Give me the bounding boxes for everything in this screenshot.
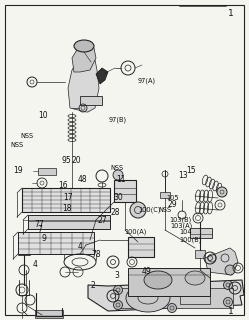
Bar [180, 290, 210, 304]
Text: 19: 19 [14, 166, 23, 175]
Polygon shape [72, 42, 96, 72]
Bar [115, 288, 233, 308]
Polygon shape [68, 60, 99, 112]
Bar [35, 310, 63, 318]
Text: 4: 4 [32, 260, 37, 269]
Text: 100(A): 100(A) [124, 228, 147, 235]
Text: 18: 18 [62, 204, 71, 212]
Bar [38, 168, 56, 175]
Text: 49: 49 [142, 267, 152, 276]
Text: 17: 17 [63, 193, 73, 202]
Text: 97(A): 97(A) [138, 77, 156, 84]
Text: 95: 95 [61, 156, 71, 164]
Bar [22, 188, 110, 212]
Text: 15: 15 [186, 166, 196, 175]
Circle shape [114, 300, 123, 309]
Text: 105: 105 [166, 195, 179, 201]
Text: 27: 27 [97, 216, 107, 225]
Text: 103(B): 103(B) [169, 217, 191, 223]
Text: 1: 1 [228, 307, 234, 316]
Ellipse shape [185, 271, 205, 285]
Polygon shape [96, 68, 108, 84]
Polygon shape [205, 248, 238, 275]
Text: 48: 48 [78, 175, 87, 184]
Text: 30: 30 [113, 193, 123, 202]
Bar [128, 237, 154, 257]
Circle shape [114, 285, 123, 294]
Text: 29: 29 [167, 200, 177, 209]
Circle shape [217, 187, 227, 197]
Text: 100(C): 100(C) [138, 206, 161, 213]
Text: NSS: NSS [159, 207, 172, 212]
Text: 7: 7 [37, 225, 42, 234]
Circle shape [225, 265, 235, 275]
Text: 4: 4 [77, 242, 82, 251]
Text: 9: 9 [41, 234, 46, 243]
Text: NSS: NSS [110, 165, 123, 171]
Ellipse shape [126, 284, 170, 312]
Text: 1: 1 [228, 9, 234, 18]
Text: 28: 28 [111, 208, 120, 217]
Bar [190, 228, 212, 238]
Text: 97(B): 97(B) [108, 117, 126, 123]
Circle shape [224, 298, 233, 307]
Bar [114, 180, 136, 202]
Bar [80, 96, 102, 105]
Bar [28, 215, 110, 229]
Text: NSS: NSS [21, 133, 34, 139]
Text: 11: 11 [117, 175, 126, 184]
Bar [195, 250, 205, 258]
Text: 16: 16 [59, 181, 68, 190]
Circle shape [168, 303, 177, 313]
Bar [18, 232, 94, 254]
Ellipse shape [74, 40, 94, 52]
Circle shape [130, 202, 146, 218]
Text: 2: 2 [91, 281, 96, 290]
Text: 100(B): 100(B) [179, 236, 202, 243]
Text: 103(A): 103(A) [171, 223, 193, 229]
Text: 13: 13 [178, 171, 188, 180]
Text: 10: 10 [39, 111, 48, 120]
Ellipse shape [113, 170, 123, 180]
Polygon shape [88, 280, 244, 311]
Bar [128, 268, 210, 296]
Text: NSS: NSS [10, 142, 24, 148]
Bar [160, 192, 170, 198]
Text: 78: 78 [92, 250, 101, 259]
Text: 77: 77 [34, 220, 44, 228]
Circle shape [224, 281, 233, 290]
Text: 3: 3 [115, 271, 120, 280]
Text: 20: 20 [72, 156, 81, 164]
Ellipse shape [144, 271, 172, 289]
Text: 104: 104 [180, 229, 192, 235]
